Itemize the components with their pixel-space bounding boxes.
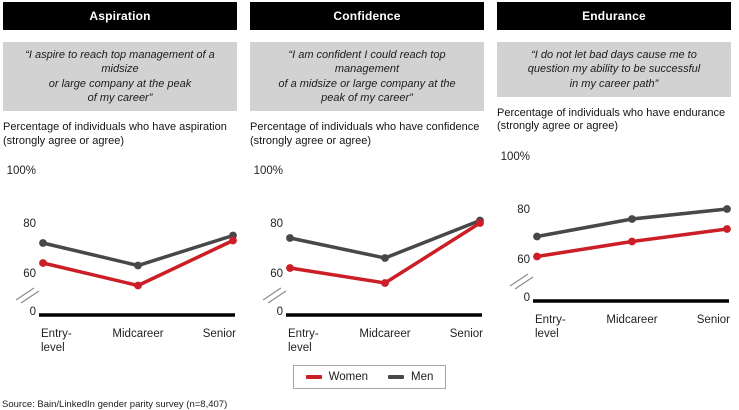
men-data-point	[134, 261, 142, 270]
axis-break-icon	[267, 290, 287, 304]
y-tick-label: 60	[517, 254, 530, 266]
x-tick-label: Midcareer	[606, 314, 657, 326]
panel-title-aspiration: Aspiration	[3, 2, 237, 30]
y-tick-label: 80	[517, 204, 530, 216]
panel-title-confidence: Confidence	[250, 2, 484, 30]
women-data-point	[723, 224, 731, 233]
women-data-point	[134, 281, 142, 290]
men-data-point	[723, 204, 731, 213]
x-tick-label: Midcareer	[359, 328, 410, 340]
legend-label-women: Women	[328, 371, 369, 383]
panel-confidence: Confidence “I am confident I could reach…	[250, 2, 484, 356]
axis-break-icon	[514, 276, 534, 290]
panel-aspiration: Aspiration “I aspire to reach top manage…	[3, 2, 237, 356]
y-tick-label: 80	[270, 218, 283, 230]
men-data-point	[533, 232, 541, 241]
quote-text: “I aspire to reach top management of a m…	[25, 49, 215, 104]
quote-endurance: “I do not let bad days cause me to quest…	[497, 42, 731, 97]
line-chart-confidence: 100% 80 60 0 Entry-level Midcareer Senior	[254, 165, 484, 354]
line-chart-aspiration: 100% 80 60 0 Entry-level Midcareer Senior	[7, 165, 237, 354]
x-tick-label: Entry-	[288, 328, 319, 340]
y-tick-label: 60	[270, 268, 283, 280]
quote-text: “I am confident I could reach top manage…	[278, 49, 456, 104]
men-data-point	[286, 234, 294, 242]
x-tick-label: Senior	[450, 328, 483, 340]
quote-text: “I do not let bad days cause me to quest…	[527, 49, 701, 90]
panel-title-endurance: Endurance	[497, 2, 731, 30]
women-data-point	[381, 279, 389, 287]
axis-break-icon	[509, 273, 529, 287]
y-tick-label: 80	[23, 218, 36, 230]
description-aspiration: Percentage of individuals who have aspir…	[3, 121, 227, 147]
legend-item-men: Men	[388, 371, 433, 383]
women-data-point	[39, 259, 47, 267]
description-endurance: Percentage of individuals who have endur…	[497, 106, 726, 133]
women-data-point	[628, 237, 636, 246]
men-data-point	[39, 239, 47, 247]
description-confidence: Percentage of individuals who have confi…	[250, 121, 480, 147]
legend-label-men: Men	[411, 371, 434, 383]
x-tick-label: level	[535, 328, 559, 340]
y-tick-label: 100%	[7, 165, 36, 177]
x-tick-label: Senior	[203, 328, 236, 340]
men-data-point	[381, 254, 389, 262]
panel-endurance: Endurance “I do not let bad days cause m…	[497, 2, 731, 356]
x-tick-label: Senior	[697, 314, 730, 326]
women-data-point	[476, 219, 484, 227]
axis-break-icon	[15, 287, 35, 301]
x-tick-label: Entry-	[535, 314, 566, 326]
axis-break-icon	[20, 290, 40, 304]
x-tick-label: level	[288, 342, 312, 354]
x-tick-label: Midcareer	[112, 328, 163, 340]
men-data-point	[628, 214, 636, 223]
quote-aspiration: “I aspire to reach top management of a m…	[3, 42, 237, 112]
y-tick-label: 100%	[254, 165, 283, 177]
women-line-swatch-icon	[305, 375, 322, 379]
men-line	[42, 233, 234, 268]
men-line-swatch-icon	[388, 375, 405, 379]
y-tick-label: 0	[524, 292, 530, 304]
legend-box: Women Men	[292, 365, 447, 389]
y-tick-label: 0	[30, 306, 36, 318]
source-note: Source: Bain/LinkedIn gender parity surv…	[2, 399, 228, 410]
legend: Women Men	[0, 365, 739, 389]
y-tick-label: 0	[277, 306, 283, 318]
women-data-point	[286, 264, 294, 272]
x-tick-label: level	[41, 342, 65, 354]
legend-item-women: Women	[305, 371, 369, 383]
quote-confidence: “I am confident I could reach top manage…	[250, 42, 484, 112]
line-chart-endurance: 100% 80 60 0 Entry-level Midcareer Senior	[501, 151, 731, 340]
women-data-point	[533, 252, 541, 261]
x-tick-label: Entry-	[41, 328, 72, 340]
y-tick-label: 60	[23, 268, 36, 280]
axis-break-icon	[262, 287, 282, 301]
chart-panels: Aspiration “I aspire to reach top manage…	[3, 2, 731, 356]
y-tick-label: 100%	[501, 151, 530, 163]
women-data-point	[229, 236, 237, 245]
